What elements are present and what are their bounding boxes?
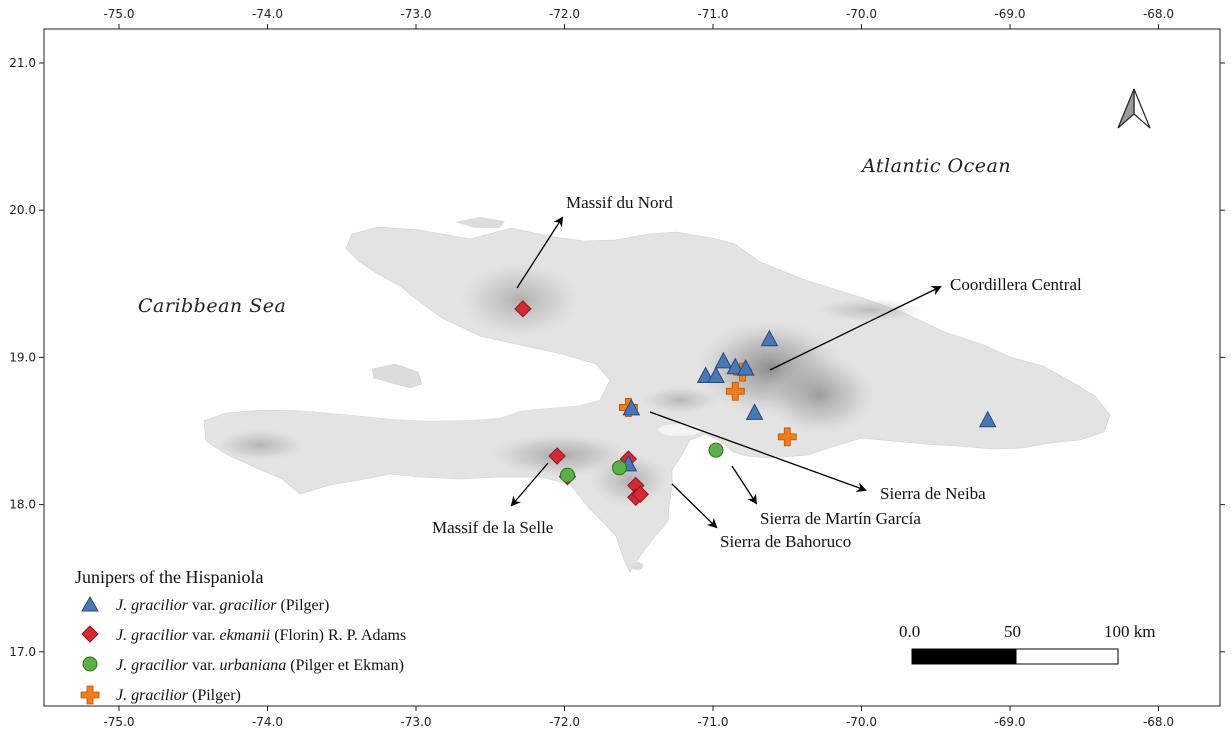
x-tick-top-label: -72.0 xyxy=(549,7,580,21)
beata-island xyxy=(631,562,643,570)
legend-title: Junipers of the Hispaniola xyxy=(75,567,263,587)
lake-enriquillo xyxy=(658,424,702,436)
legend-item-ekmanii: J. gracilior var. ekmanii (Florin) R. P.… xyxy=(82,626,406,644)
y-tick-left-label: 17.0 xyxy=(9,645,36,659)
circle-marker-icon xyxy=(83,657,97,671)
relief-neiba xyxy=(640,386,720,414)
svg-text:J. gracilior (Pilger): J. gracilior (Pilger) xyxy=(116,687,241,704)
scale-segment-white xyxy=(1016,649,1118,664)
y-tick-left-label: 18.0 xyxy=(9,498,36,512)
urbaniana-point xyxy=(612,461,626,475)
scale-label-100: 100 km xyxy=(1104,622,1155,641)
caribbean-sea-label: Caribbean Sea xyxy=(138,295,286,317)
relief-cordillera-east xyxy=(765,355,875,435)
scale-label-50: 50 xyxy=(1004,622,1021,641)
legend-item-gracilior: J. gracilior var. gracilior (Pilger) xyxy=(82,597,329,614)
label-massif-du-nord: Massif du Nord xyxy=(566,193,673,212)
relief-massif-nord xyxy=(460,262,580,338)
y-tick-left-label: 21.0 xyxy=(9,56,36,70)
x-tick-bottom-label: -73.0 xyxy=(400,715,431,729)
y-axis-right xyxy=(1220,63,1225,652)
scale-segment-black xyxy=(912,649,1016,664)
label-sierra-martin-garcia: Sierra de Martín García xyxy=(760,509,921,528)
urbaniana-point xyxy=(709,443,723,457)
relief-septentrional xyxy=(815,298,925,322)
x-axis-bottom: -75.0 -74.0 -73.0 -72.0 -71.0 -70.0 -69.0 -68.0 xyxy=(103,706,1174,729)
x-tick-top-label: -68.0 xyxy=(1143,7,1174,21)
scale-label-0: 0.0 xyxy=(899,622,920,641)
x-tick-bottom-label: -71.0 xyxy=(697,715,728,729)
x-tick-top-label: -75.0 xyxy=(103,7,134,21)
y-tick-left-label: 19.0 xyxy=(9,350,36,364)
x-tick-bottom-label: -70.0 xyxy=(846,715,877,729)
svg-text:J. gracilior var. urbaniana (P: J. gracilior var. urbaniana (Pilger et E… xyxy=(116,657,404,674)
label-sierra-de-neiba: Sierra de Neiba xyxy=(880,484,986,503)
x-tick-top-label: -74.0 xyxy=(252,7,283,21)
x-tick-bottom-label: -75.0 xyxy=(103,715,134,729)
relief-hotte xyxy=(215,429,305,461)
svg-text:J. gracilior var. gracilior (P: J. gracilior var. gracilior (Pilger) xyxy=(116,597,329,614)
x-tick-top-label: -69.0 xyxy=(994,7,1025,21)
x-axis-top: -75.0 -74.0 -73.0 -72.0 -71.0 -70.0 -69.0 -68.0 xyxy=(103,7,1174,29)
urbaniana-point xyxy=(560,468,574,482)
x-tick-bottom-label: -69.0 xyxy=(994,715,1025,729)
x-tick-bottom-label: -72.0 xyxy=(549,715,580,729)
label-cordillera-central: Coordillera Central xyxy=(950,275,1082,294)
y-tick-left-label: 20.0 xyxy=(9,203,36,217)
legend-item-urbaniana: J. gracilior var. urbaniana (Pilger et E… xyxy=(83,657,404,674)
x-tick-top-label: -70.0 xyxy=(846,7,877,21)
atlantic-ocean-label: Atlantic Ocean xyxy=(860,155,1011,177)
x-tick-top-label: -73.0 xyxy=(400,7,431,21)
y-axis-left: 21.0 20.0 19.0 18.0 17.0 xyxy=(9,56,44,659)
label-massif-de-la-selle: Massif de la Selle xyxy=(432,518,553,537)
x-tick-bottom-label: -74.0 xyxy=(252,715,283,729)
svg-text:J. gracilior var. ekmanii (Flo: J. gracilior var. ekmanii (Florin) R. P.… xyxy=(116,627,406,644)
x-tick-bottom-label: -68.0 xyxy=(1143,715,1174,729)
label-sierra-de-bahoruco: Sierra de Bahoruco xyxy=(720,532,851,551)
x-tick-top-label: -71.0 xyxy=(697,7,728,21)
